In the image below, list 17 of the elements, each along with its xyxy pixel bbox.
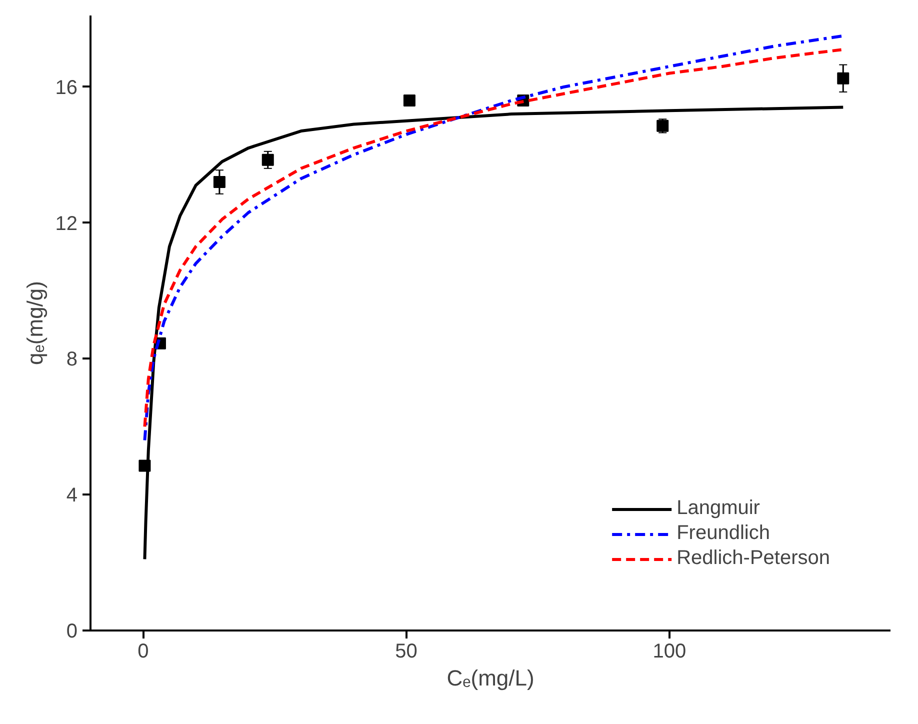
legend-label: Redlich-Peterson bbox=[676, 547, 830, 570]
x-tick-label: 50 bbox=[395, 640, 418, 662]
y-axis-title: qₑ(mg/g) bbox=[22, 281, 48, 365]
x-axis-title: Cₑ(mg/L) bbox=[446, 666, 534, 690]
point bbox=[262, 154, 274, 166]
y-tick-label: 16 bbox=[55, 76, 78, 99]
y-tick-label: 12 bbox=[55, 212, 78, 235]
x-tick-label: 100 bbox=[652, 640, 686, 662]
point bbox=[837, 72, 850, 84]
x-tick-label: 0 bbox=[138, 640, 149, 662]
legend-label: Freundlich bbox=[676, 522, 770, 545]
point bbox=[213, 176, 226, 188]
y-tick-label: 8 bbox=[66, 348, 78, 371]
legend-label: Langmuir bbox=[676, 497, 760, 520]
y-tick-label: 0 bbox=[66, 620, 78, 642]
point bbox=[403, 94, 416, 106]
y-tick-label: 4 bbox=[66, 484, 78, 507]
